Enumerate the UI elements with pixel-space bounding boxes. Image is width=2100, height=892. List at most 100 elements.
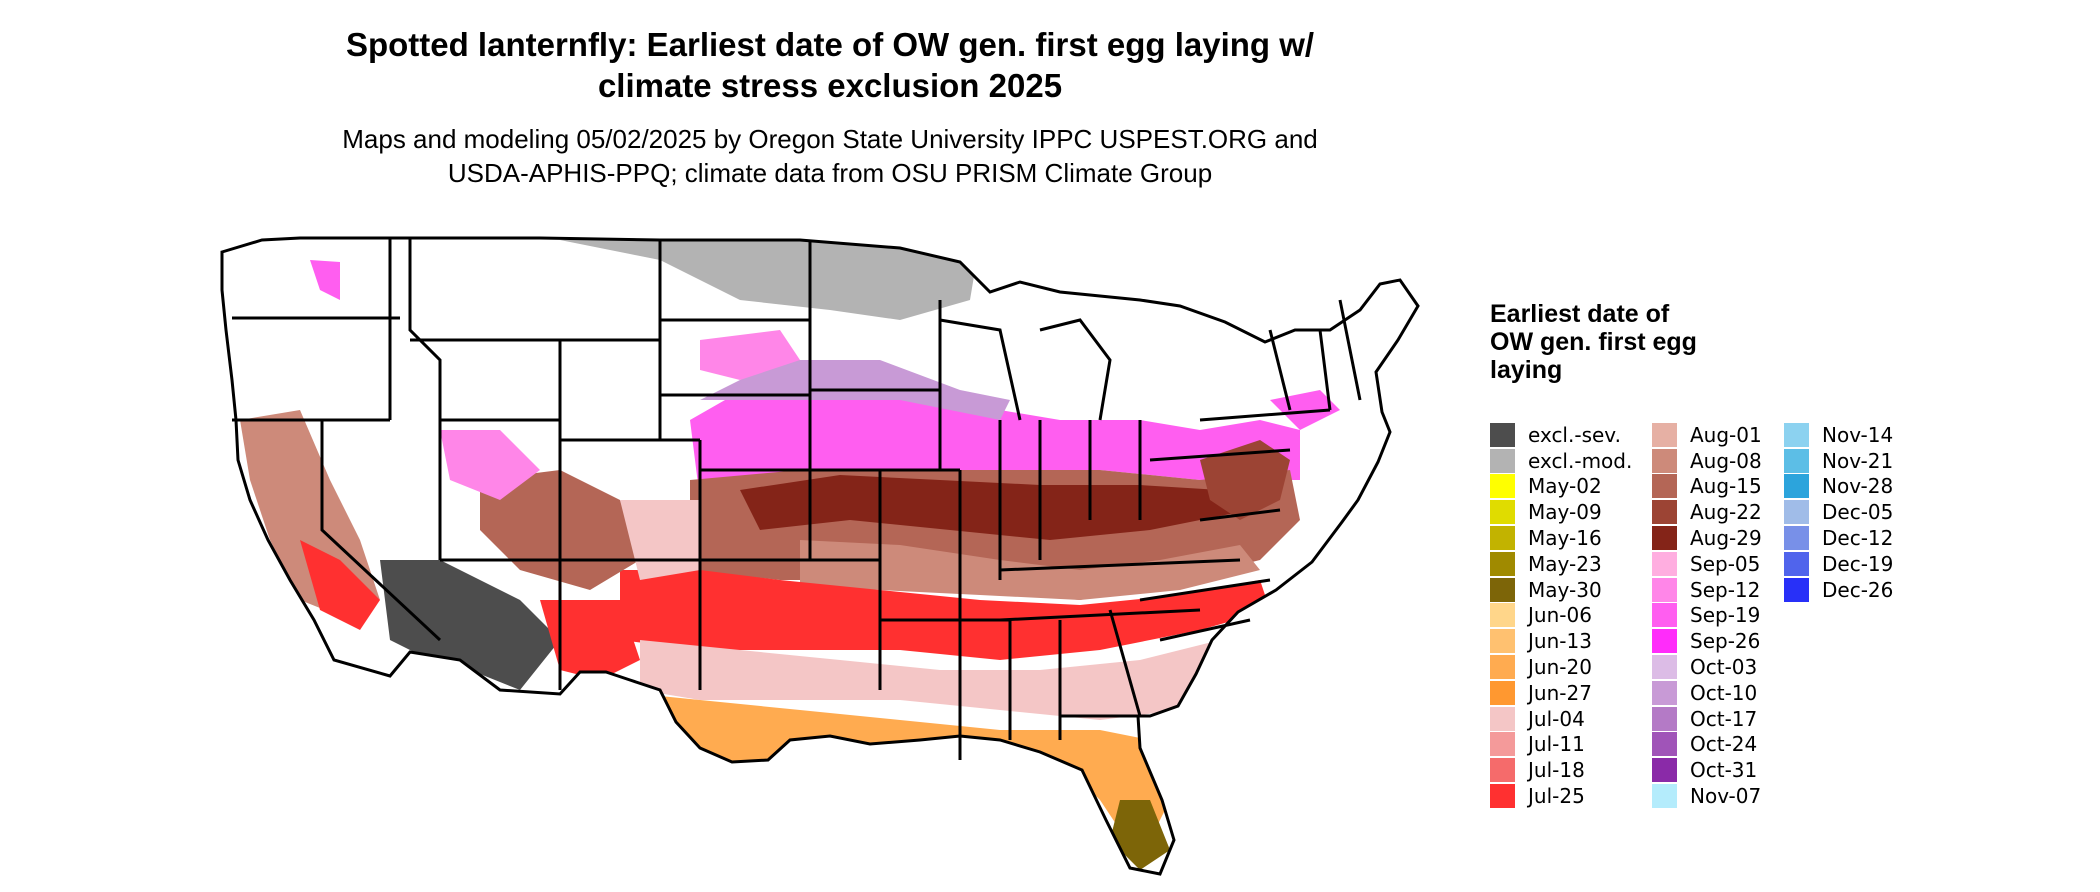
legend-item: Sep-19 <box>1652 603 1762 629</box>
legend-label: May-09 <box>1528 500 1602 525</box>
legend-item: excl.-mod. <box>1490 448 1632 474</box>
legend-swatch <box>1652 474 1677 499</box>
legend-label: Nov-21 <box>1822 448 1894 473</box>
legend-item: Sep-12 <box>1652 577 1762 603</box>
legend-label: May-30 <box>1528 577 1602 602</box>
legend-item: Jun-13 <box>1490 628 1632 654</box>
legend-item: Sep-05 <box>1652 551 1762 577</box>
legend-label: Dec-26 <box>1822 577 1894 602</box>
legend-label: Aug-15 <box>1690 474 1762 499</box>
legend-item: Aug-29 <box>1652 525 1762 551</box>
legend-swatch <box>1652 500 1677 525</box>
legend-item: Aug-22 <box>1652 499 1762 525</box>
legend-item: Dec-12 <box>1784 525 1893 551</box>
legend-item: May-30 <box>1490 577 1632 603</box>
legend-item: Jul-25 <box>1490 783 1632 809</box>
legend-swatch <box>1652 551 1677 576</box>
legend-item: Dec-19 <box>1784 551 1893 577</box>
legend-item: Nov-14 <box>1784 422 1893 448</box>
legend-label: Sep-12 <box>1690 577 1761 602</box>
legend-label: Jun-27 <box>1528 680 1592 705</box>
legend-column-3: Nov-14 Nov-21 Nov-28 Dec-05 Dec-12 Dec-19 Dec-… <box>1784 422 1893 603</box>
legend-swatch <box>1490 706 1515 731</box>
map-subtitle-line1: Maps and modeling 05/02/2025 by Oregon S… <box>342 124 1318 154</box>
legend-swatch <box>1652 680 1677 705</box>
legend-item: Oct-31 <box>1652 757 1762 783</box>
legend-swatch <box>1652 603 1677 628</box>
legend-label: Dec-12 <box>1822 526 1894 551</box>
legend-label: Oct-17 <box>1690 706 1758 731</box>
legend-swatch <box>1652 706 1677 731</box>
legend-swatch <box>1652 526 1677 551</box>
legend-label: Jul-04 <box>1528 706 1585 731</box>
legend-item: Oct-03 <box>1652 654 1762 680</box>
legend-label: Jul-18 <box>1528 758 1585 783</box>
legend-swatch <box>1784 551 1809 576</box>
legend-label: Sep-05 <box>1690 551 1761 576</box>
legend-label: Aug-29 <box>1690 526 1762 551</box>
legend-swatch <box>1784 526 1809 551</box>
map-subtitle-line2: USDA-APHIS-PPQ; climate data from OSU PR… <box>447 158 1213 188</box>
legend-swatch <box>1652 784 1677 809</box>
legend-swatch <box>1490 784 1515 809</box>
legend-label: Nov-14 <box>1822 422 1894 447</box>
legend-label: Aug-22 <box>1690 500 1762 525</box>
legend-label: May-23 <box>1528 551 1602 576</box>
legend-item: May-16 <box>1490 525 1632 551</box>
legend-label: Jun-13 <box>1528 629 1592 654</box>
legend-swatch <box>1490 500 1515 525</box>
legend-item: Sep-26 <box>1652 628 1762 654</box>
legend-swatch <box>1784 448 1809 473</box>
legend-item: May-02 <box>1490 474 1632 500</box>
legend-swatch <box>1784 474 1809 499</box>
legend-swatch <box>1652 422 1677 447</box>
state-borders <box>220 236 1420 876</box>
legend-column-1: excl.-sev. excl.-mod. May-02 May-09 May-16 Ma… <box>1490 422 1632 809</box>
legend-label: Aug-01 <box>1690 422 1762 447</box>
legend-item: Oct-17 <box>1652 706 1762 732</box>
legend-item: Jun-06 <box>1490 603 1632 629</box>
legend-label: Oct-24 <box>1690 732 1758 757</box>
legend-label: excl.-mod. <box>1528 448 1633 473</box>
legend-swatch <box>1652 577 1677 602</box>
legend-label: Sep-19 <box>1690 603 1761 628</box>
legend-item: Jun-20 <box>1490 654 1632 680</box>
legend-swatch <box>1490 551 1515 576</box>
map-title: Spotted lanternfly: Earliest date of OW … <box>240 24 1420 106</box>
legend-swatch <box>1784 422 1809 447</box>
legend-item: Jul-04 <box>1490 706 1632 732</box>
map-title-line2: climate stress exclusion 2025 <box>597 67 1063 104</box>
legend-item: Aug-08 <box>1652 448 1762 474</box>
legend-swatch <box>1490 603 1515 628</box>
legend-swatch <box>1490 422 1515 447</box>
legend-column-2: Aug-01 Aug-08 Aug-15 Aug-22 Aug-29 Sep-05 Sep-… <box>1652 422 1762 809</box>
legend-item: Nov-21 <box>1784 448 1893 474</box>
legend-label: Jun-20 <box>1528 655 1592 680</box>
legend-label: Dec-05 <box>1822 500 1894 525</box>
legend-label: May-02 <box>1528 474 1602 499</box>
legend-label: May-16 <box>1528 526 1602 551</box>
legend-swatch <box>1652 655 1677 680</box>
legend-item: Jun-27 <box>1490 680 1632 706</box>
legend-item: May-23 <box>1490 551 1632 577</box>
legend-label: Jul-25 <box>1528 784 1585 809</box>
legend-item: Jul-18 <box>1490 757 1632 783</box>
legend-label: Jun-06 <box>1528 603 1592 628</box>
legend-item: Aug-15 <box>1652 474 1762 500</box>
legend-swatch <box>1490 758 1515 783</box>
legend-item: Nov-28 <box>1784 474 1893 500</box>
legend-label: Nov-07 <box>1690 784 1762 809</box>
legend-swatch <box>1490 629 1515 654</box>
legend-swatch <box>1490 474 1515 499</box>
legend-item: Oct-10 <box>1652 680 1762 706</box>
legend-swatch <box>1490 448 1515 473</box>
legend-item: May-09 <box>1490 499 1632 525</box>
legend-swatch <box>1784 577 1809 602</box>
legend-swatch <box>1652 448 1677 473</box>
legend-label: Oct-31 <box>1690 758 1758 783</box>
legend-swatch <box>1784 500 1809 525</box>
legend-title: Earliest date of OW gen. first egg layin… <box>1490 300 1697 384</box>
legend-label: Sep-26 <box>1690 629 1761 654</box>
legend-label: Aug-08 <box>1690 448 1762 473</box>
legend-swatch <box>1490 655 1515 680</box>
